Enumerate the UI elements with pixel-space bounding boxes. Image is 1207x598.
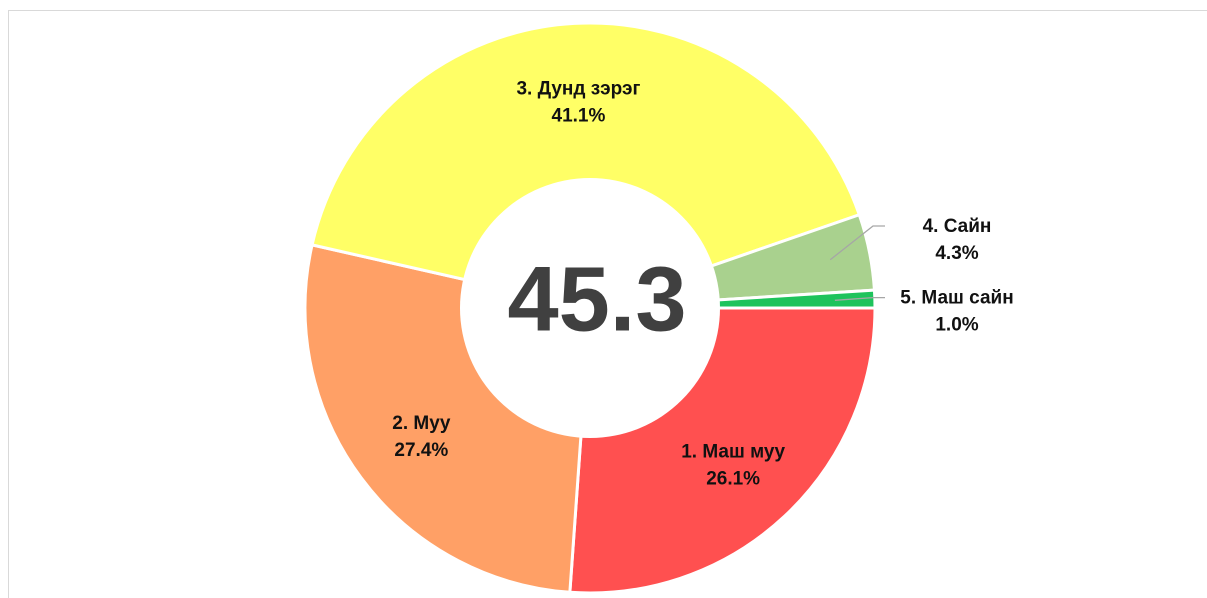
leader-line xyxy=(834,296,885,301)
leader-line xyxy=(829,225,885,261)
slice-value: 4.3% xyxy=(935,243,978,264)
donut-hole xyxy=(460,178,720,438)
slice-value: 26.1% xyxy=(706,469,760,490)
slice-label: 2. Муу xyxy=(392,413,451,434)
slice-value: 27.4% xyxy=(394,440,448,461)
slice xyxy=(310,21,862,310)
center-value: 45.3 xyxy=(507,248,686,350)
slice-label: 5. Маш сайн xyxy=(900,288,1013,309)
slice-label: 3. Дунд зэрэг xyxy=(516,78,640,99)
slice-label: 4. Сайн xyxy=(923,216,992,237)
frame xyxy=(8,10,1207,598)
slice-value: 1.0% xyxy=(935,315,978,336)
slice-value: 41.1% xyxy=(552,105,606,126)
slice-label: 1. Маш муу xyxy=(681,442,785,463)
